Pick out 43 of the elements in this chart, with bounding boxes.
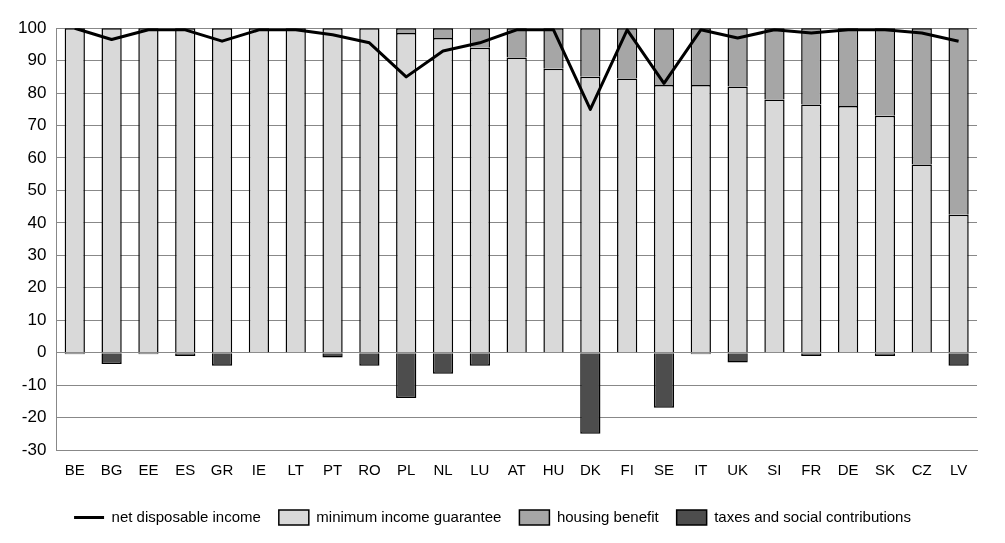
x-tick-label: LV xyxy=(949,461,968,479)
x-tick-label: BE xyxy=(64,461,85,479)
x-tick-label: BG xyxy=(100,461,123,479)
x-tick-label: CZ xyxy=(911,461,932,479)
y-tick-label: 100 xyxy=(17,17,47,37)
y-tick-label: 80 xyxy=(27,82,47,102)
x-tick-label: LT xyxy=(287,461,304,479)
x-tick-label: DK xyxy=(579,461,601,479)
y-tick-label: 20 xyxy=(27,277,47,297)
y-tick-label: -10 xyxy=(21,374,47,394)
legend-label: net disposable income xyxy=(111,507,261,525)
y-tick-label: 60 xyxy=(27,147,47,167)
x-tick-label: UK xyxy=(727,461,749,479)
y-tick-label: 10 xyxy=(27,309,47,329)
x-tick-label: RO xyxy=(358,461,381,479)
legend-label: housing benefit xyxy=(556,507,660,525)
x-tick-label: LU xyxy=(470,461,490,479)
x-tick-label: GR xyxy=(210,461,234,479)
legend-label: taxes and social contributions xyxy=(714,507,911,525)
x-tick-label: HU xyxy=(542,461,565,479)
x-tick-label: NL xyxy=(433,461,453,479)
x-tick-label: AT xyxy=(507,461,526,479)
x-tick-label: IT xyxy=(694,461,708,479)
y-tick-label: -30 xyxy=(21,439,47,459)
x-tick-label: PT xyxy=(322,461,343,479)
x-tick-label: FR xyxy=(801,461,822,479)
y-tick-label: 90 xyxy=(27,50,47,70)
legend-label: minimum income guarantee xyxy=(316,507,502,525)
y-tick-label: 50 xyxy=(27,180,47,200)
x-tick-label: SI xyxy=(767,461,782,479)
y-tick-label: 30 xyxy=(27,245,47,265)
x-tick-label: ES xyxy=(175,461,196,479)
x-tick-label: PL xyxy=(397,461,416,479)
y-tick-label: -20 xyxy=(21,407,47,427)
x-tick-label: FI xyxy=(620,461,634,479)
y-tick-label: 70 xyxy=(27,115,47,135)
x-tick-label: EE xyxy=(138,461,159,479)
x-tick-label: SE xyxy=(653,461,674,479)
x-tick-label: IE xyxy=(251,461,266,479)
x-tick-label: SK xyxy=(874,461,895,479)
x-tick-label: DE xyxy=(837,461,859,479)
y-tick-label: 0 xyxy=(36,342,47,362)
y-tick-label: 40 xyxy=(27,212,47,232)
